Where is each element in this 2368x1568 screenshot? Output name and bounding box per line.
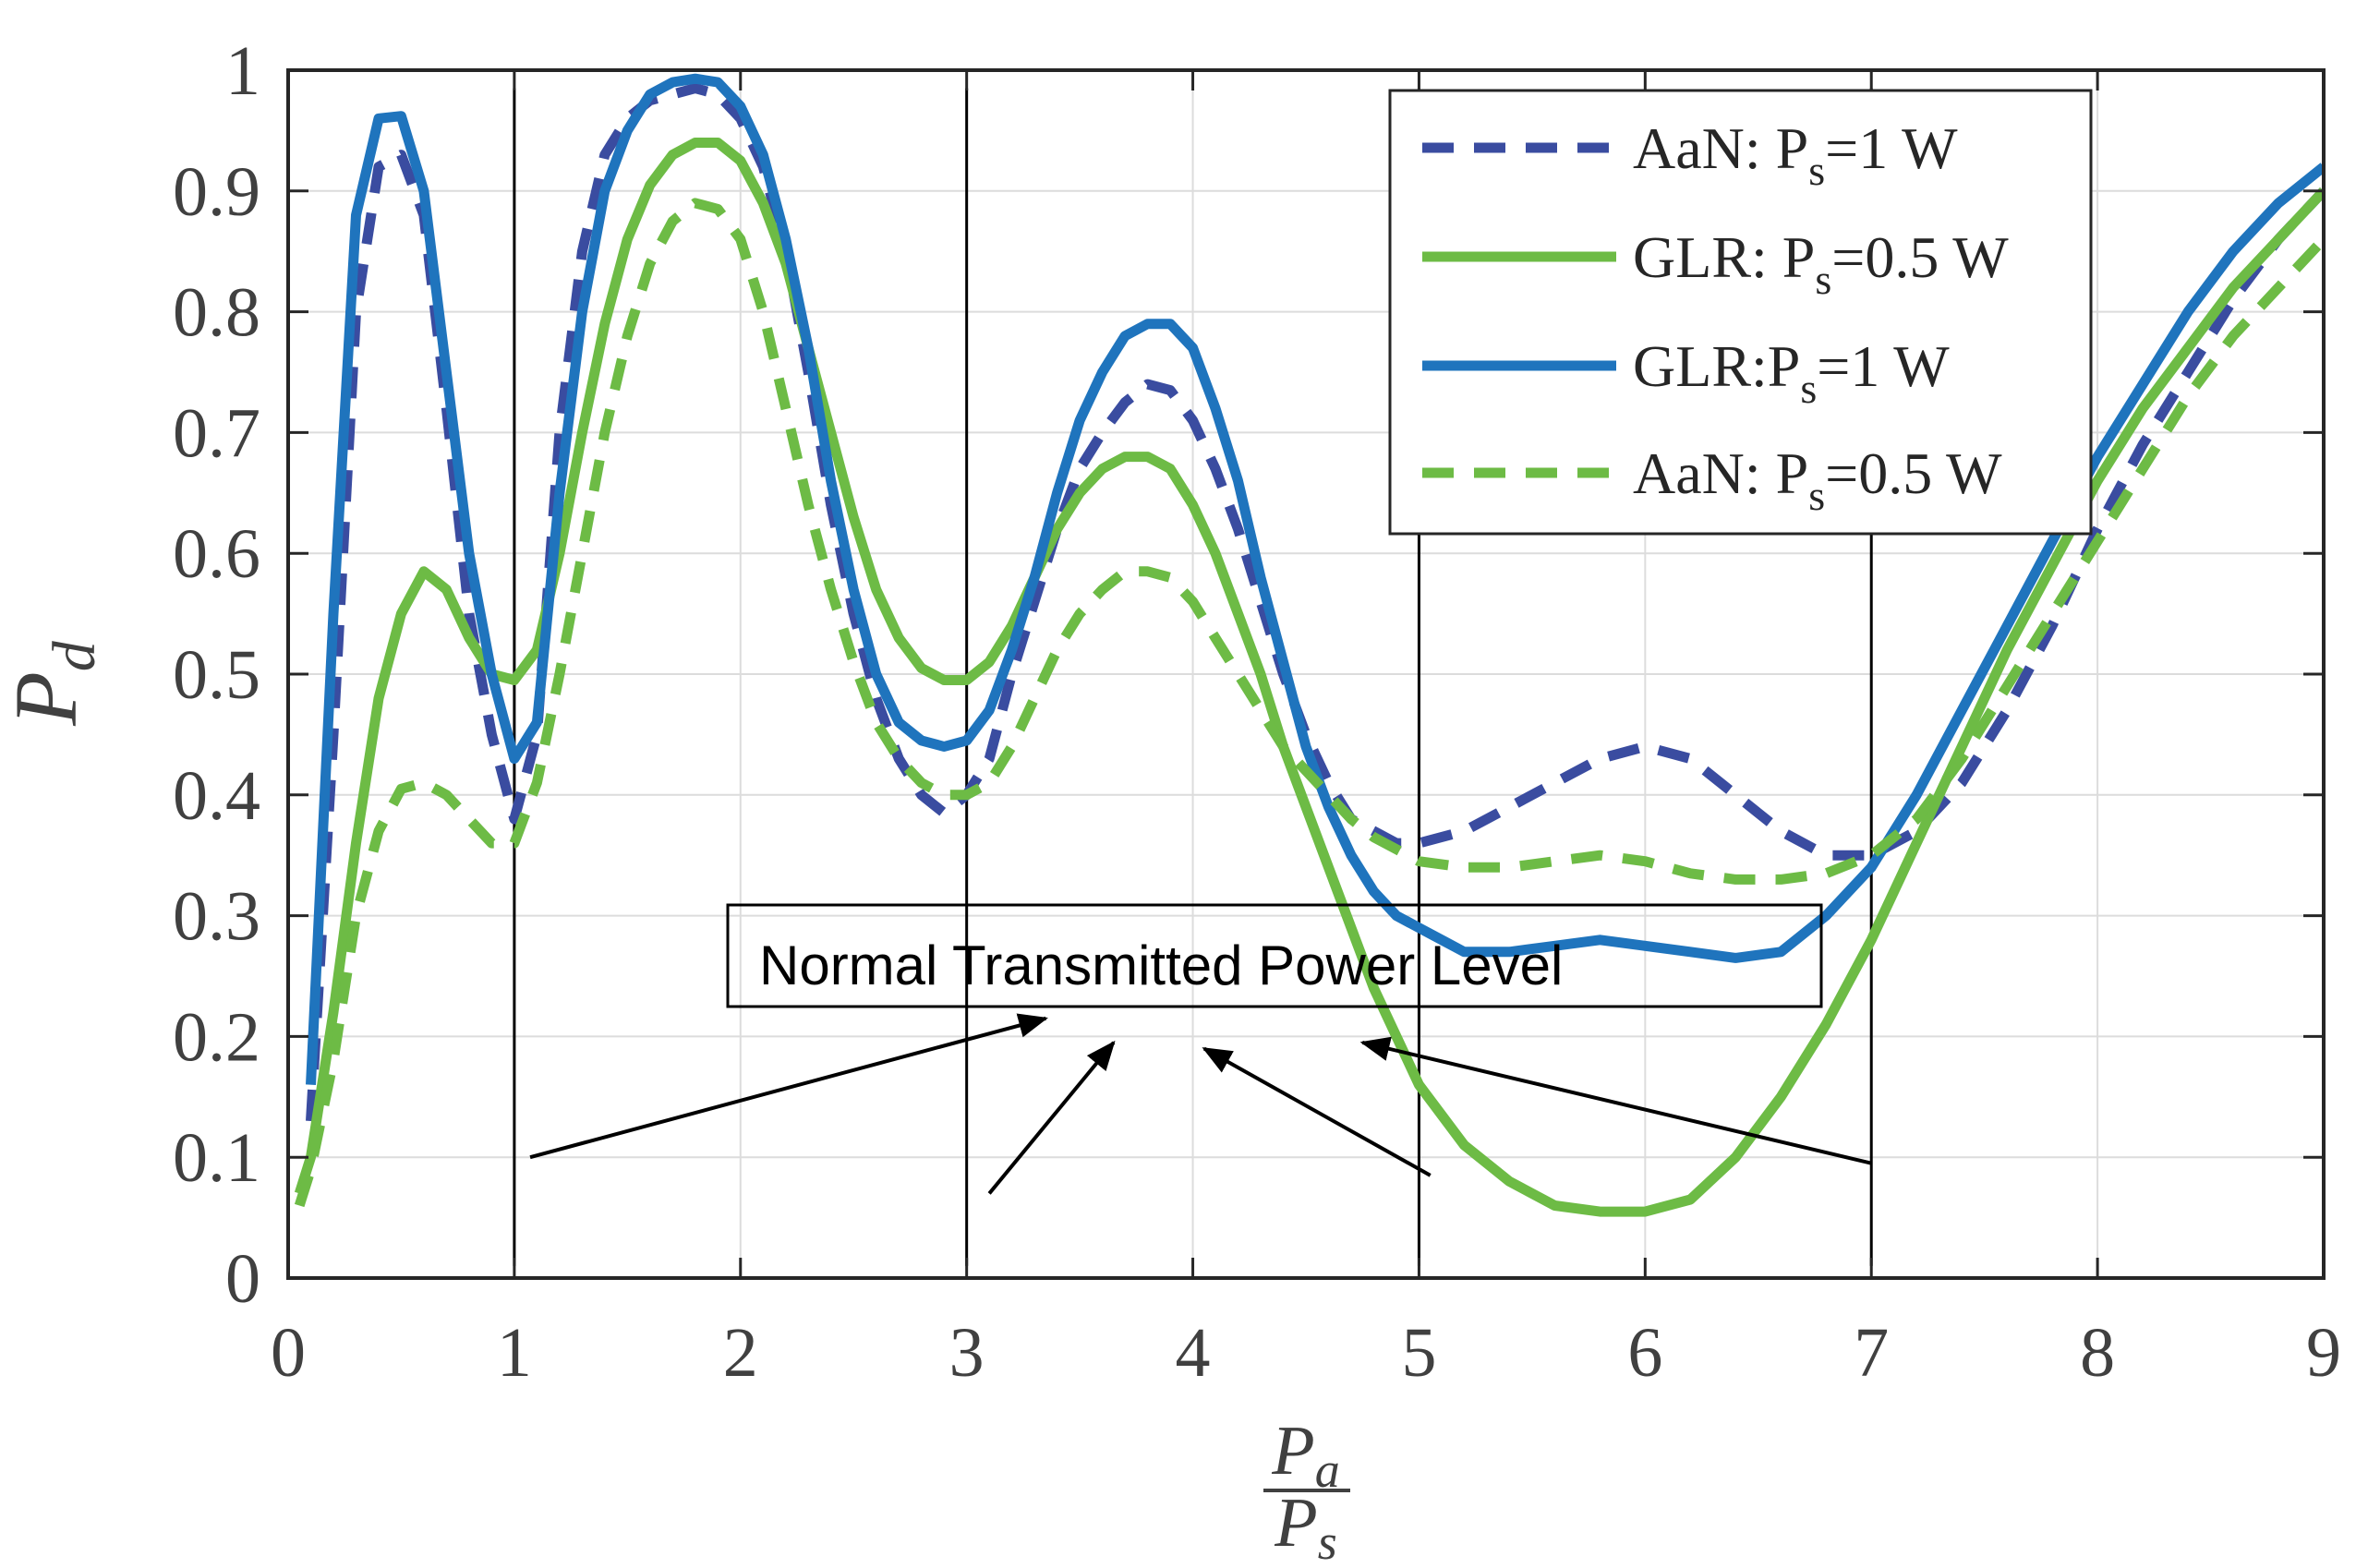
legend-label-main: GLR: P <box>1633 224 1815 290</box>
y-tick-label: 0.6 <box>173 515 260 593</box>
annotation-text: Normal Transmitted Power Level <box>759 935 1563 996</box>
y-tick-label: 0.2 <box>173 998 260 1076</box>
y-tick-label: 0.4 <box>173 757 260 835</box>
legend-label-sub: s <box>1800 365 1817 412</box>
x-tick-label: 4 <box>1176 1314 1211 1392</box>
y-tick-labels: 0 0.1 0.2 0.3 0.4 0.5 0.6 0.7 0.8 0.9 1 <box>173 32 260 1318</box>
legend-label-2: GLR: Ps=0.5 W <box>1633 224 2009 303</box>
x-tick-label: 5 <box>1401 1314 1436 1392</box>
x-tick-labels: 0 1 2 3 4 5 6 7 8 9 <box>271 1314 2341 1392</box>
x-axis-den-sub: s <box>1318 1514 1337 1568</box>
annotation-box <box>726 903 1823 1008</box>
legend-label-4: AaN: Ps=0.5 W <box>1633 440 2002 519</box>
y-tick-label: 0.8 <box>173 274 260 352</box>
x-axis-num-var: P <box>1271 1412 1314 1490</box>
legend-label-main: AaN: P <box>1633 115 1808 181</box>
y-tick-label: 0 <box>225 1240 260 1318</box>
legend-label-main: AaN: P <box>1633 440 1808 506</box>
x-tick-label: 0 <box>271 1314 306 1392</box>
y-axis-label-var: P <box>0 671 95 727</box>
annotation-arrow <box>987 1040 1116 1195</box>
y-tick-label: 0.1 <box>173 1119 260 1197</box>
y-tick-label: 0.7 <box>173 394 260 472</box>
annotation: Normal Transmitted Power Level <box>726 903 1823 1008</box>
y-tick-label: 1 <box>225 32 260 110</box>
legend-box <box>1388 89 2093 536</box>
legend-label-rest: =0.5 W <box>1825 440 2002 506</box>
x-tick-label: 9 <box>2306 1314 2341 1392</box>
y-tick-label: 0.9 <box>173 153 260 231</box>
x-tick-label: 1 <box>497 1314 532 1392</box>
y-tick-label: 0.3 <box>173 878 260 956</box>
y-axis-label-sub: d <box>41 640 108 671</box>
annotation-arrow <box>529 1013 1048 1160</box>
legend-label-main: GLR:P <box>1633 333 1800 399</box>
x-tick-label: 7 <box>1854 1314 1889 1392</box>
x-tick-label: 6 <box>1627 1314 1662 1392</box>
legend-label-rest: =1 W <box>1817 333 1950 399</box>
annotation-arrows <box>529 1013 1872 1195</box>
plot-frame <box>286 68 2326 1280</box>
y-tick-label: 0.5 <box>173 636 260 714</box>
x-axis-label-denominator: Ps <box>1274 1484 1336 1568</box>
legend-label-rest: =1 W <box>1825 115 1958 181</box>
x-axis-label: Pa Ps <box>1263 1412 1350 1568</box>
series-layer <box>294 73 2324 1217</box>
x-tick-label: 8 <box>2080 1314 2115 1392</box>
y-axis-label: Pd <box>0 640 108 727</box>
legend-label-3: GLR:Ps=1 W <box>1633 333 1950 412</box>
legend-label-1: AaN: Ps=1 W <box>1633 115 1958 194</box>
x-axis-den-var: P <box>1274 1484 1317 1562</box>
legend-label-sub: s <box>1808 147 1825 194</box>
legend-label-sub: s <box>1815 256 1831 303</box>
x-tick-label: 2 <box>723 1314 758 1392</box>
series-line-3 <box>306 73 2324 1085</box>
legend-label-sub: s <box>1808 472 1825 519</box>
annotation-arrow <box>1202 1046 1432 1177</box>
x-tick-label: 3 <box>949 1314 985 1392</box>
series-line-1 <box>306 83 2324 1122</box>
annotation-arrow <box>1359 1036 1872 1165</box>
legend-label-rest: =0.5 W <box>1831 224 2009 290</box>
series-line-4 <box>294 198 2324 1208</box>
